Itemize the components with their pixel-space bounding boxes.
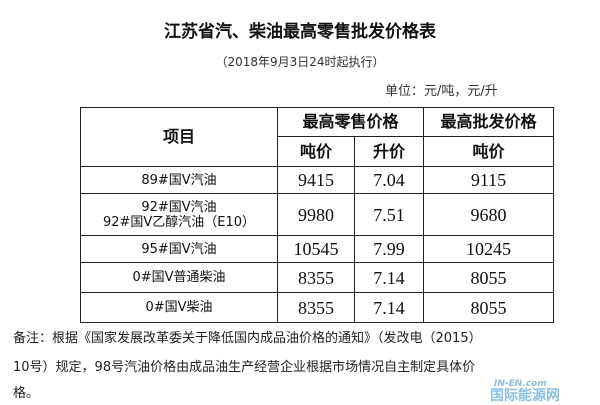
item-name: 92#国Ⅴ汽油	[141, 199, 217, 215]
header-retail-ton: 吨价	[277, 136, 355, 167]
item-cell: 92#国Ⅴ汽油 92#国Ⅴ乙醇汽油（E10）	[80, 193, 278, 236]
page-title: 江苏省汽、柴油最高零售批发价格表	[164, 22, 436, 42]
header-retail: 最高零售价格	[276, 107, 425, 137]
header-wholesale: 最高批发价格	[423, 107, 555, 137]
table-row: 89#国Ⅴ汽油 9415 7.04 9115	[80, 166, 555, 194]
wholesale-ton-cell: 9115	[423, 166, 555, 194]
retail-liter-cell: 7.04	[353, 166, 425, 194]
unit-label: 单位：元/吨，元/升	[385, 84, 498, 99]
wholesale-ton-cell: 8055	[423, 292, 555, 323]
note-line: 备注：根据《国家发展改革委关于降低国内成品油价格的通知》（发改电（2015）	[13, 331, 482, 346]
item-cell: 95#国Ⅴ汽油	[80, 235, 278, 263]
table-row: 92#国Ⅴ汽油 92#国Ⅴ乙醇汽油（E10） 9980 7.51 9680	[80, 193, 555, 236]
wholesale-ton-cell: 10245	[423, 235, 555, 263]
retail-ton-cell: 9415	[277, 166, 355, 194]
retail-liter-cell: 7.14	[353, 292, 425, 323]
price-table: 项目 最高零售价格 最高批发价格 吨价 升价 吨价 89#国Ⅴ汽油 9415 7.0…	[80, 107, 555, 323]
retail-liter-cell: 7.51	[353, 193, 425, 236]
wholesale-ton-cell: 8055	[423, 262, 555, 293]
item-name: 92#国Ⅴ乙醇汽油（E10）	[102, 214, 256, 230]
table-row: 95#国Ⅴ汽油 10545 7.99 10245	[80, 235, 555, 263]
item-name: 0#国Ⅴ普通柴油	[132, 270, 226, 285]
retail-liter-cell: 7.99	[353, 235, 425, 263]
table-row: 0#国Ⅴ柴油 8355 7.14 8055	[80, 292, 555, 323]
header-retail-liter: 升价	[353, 136, 425, 167]
retail-ton-cell: 8355	[277, 292, 355, 323]
header-item: 项目	[80, 107, 278, 167]
item-name: 0#国Ⅴ柴油	[145, 300, 213, 315]
note-line: 格。	[13, 386, 40, 401]
retail-ton-cell: 8355	[277, 262, 355, 293]
item-cell: 89#国Ⅴ汽油	[80, 166, 278, 194]
wholesale-ton-cell: 9680	[423, 193, 555, 236]
retail-ton-cell: 9980	[277, 193, 355, 236]
retail-liter-cell: 7.14	[353, 262, 425, 293]
item-name: 89#国Ⅴ汽油	[141, 172, 217, 188]
item-cell: 0#国Ⅴ柴油	[80, 292, 278, 323]
subtitle: （2018年9月3日24时起执行）	[215, 55, 385, 69]
table-row: 0#国Ⅴ普通柴油 8355 7.14 8055	[80, 262, 555, 293]
watermark-logo: IN-EN.com 国际能源网	[490, 379, 560, 404]
item-cell: 0#国Ⅴ普通柴油	[80, 262, 278, 293]
item-name: 95#国Ⅴ汽油	[141, 241, 217, 257]
header-wholesale-ton: 吨价	[423, 136, 555, 167]
retail-ton-cell: 10545	[277, 235, 355, 263]
note-line: 10号）规定，98号汽油价格由成品油生产经营企业根据市场情况自主制定具体价	[13, 360, 476, 375]
